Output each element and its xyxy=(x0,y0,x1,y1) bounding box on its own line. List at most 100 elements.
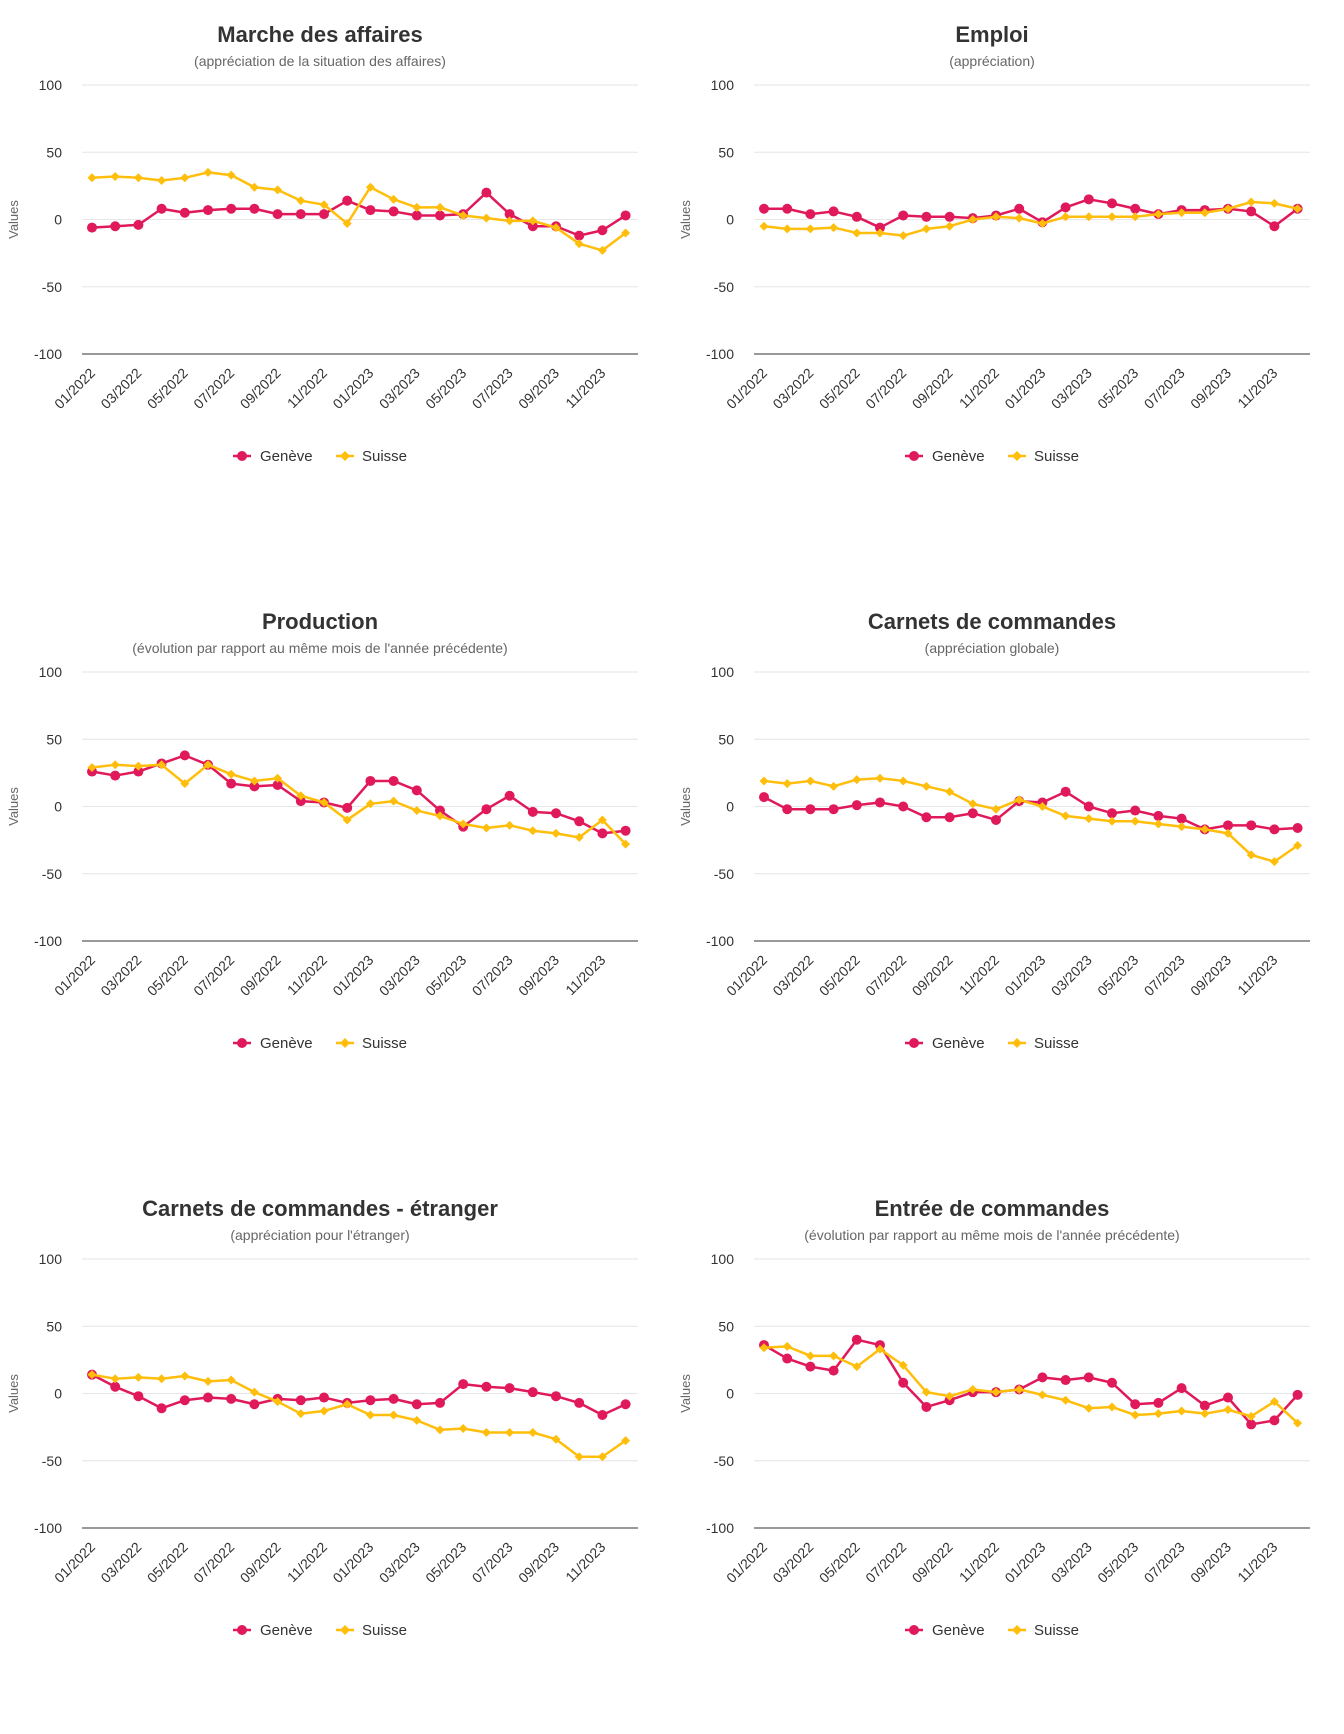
data-point[interactable] xyxy=(1153,209,1163,219)
data-point[interactable] xyxy=(551,1434,561,1444)
data-point[interactable] xyxy=(411,785,422,796)
data-point[interactable] xyxy=(528,1428,538,1438)
data-point[interactable] xyxy=(295,1395,306,1406)
data-point[interactable] xyxy=(458,210,468,220)
data-point[interactable] xyxy=(527,221,538,232)
data-point[interactable] xyxy=(87,222,97,233)
data-point[interactable] xyxy=(342,802,353,813)
legend-label[interactable]: Genève xyxy=(260,448,313,465)
data-point[interactable] xyxy=(388,775,399,786)
data-point[interactable] xyxy=(597,828,608,839)
legend-label[interactable]: Suisse xyxy=(362,448,407,465)
data-point[interactable] xyxy=(1223,820,1233,831)
data-point[interactable] xyxy=(551,1391,561,1402)
data-point[interactable] xyxy=(852,1362,862,1372)
data-point[interactable] xyxy=(782,779,792,789)
data-point[interactable] xyxy=(851,1334,862,1345)
data-point[interactable] xyxy=(157,1374,167,1384)
data-point[interactable] xyxy=(551,828,561,838)
data-point[interactable] xyxy=(1037,219,1047,229)
data-point[interactable] xyxy=(898,776,908,786)
data-point[interactable] xyxy=(365,799,375,809)
data-point[interactable] xyxy=(898,231,908,241)
data-point[interactable] xyxy=(1107,212,1117,222)
data-point[interactable] xyxy=(597,245,607,255)
data-point[interactable] xyxy=(319,1392,329,1403)
data-point[interactable] xyxy=(505,1428,515,1438)
data-point[interactable] xyxy=(365,1410,375,1420)
data-point[interactable] xyxy=(1084,814,1094,824)
data-point[interactable] xyxy=(1060,786,1071,797)
data-point[interactable] xyxy=(782,224,792,234)
data-point[interactable] xyxy=(620,1399,631,1410)
data-point[interactable] xyxy=(597,1452,607,1462)
legend-label[interactable]: Genève xyxy=(932,1035,985,1052)
data-point[interactable] xyxy=(551,223,561,233)
data-point[interactable] xyxy=(875,228,885,238)
data-point[interactable] xyxy=(389,796,399,806)
data-point[interactable] xyxy=(1293,841,1303,851)
data-point[interactable] xyxy=(319,797,329,807)
data-point[interactable] xyxy=(921,211,932,222)
data-point[interactable] xyxy=(365,182,375,192)
data-point[interactable] xyxy=(574,1397,585,1408)
data-point[interactable] xyxy=(597,815,607,825)
data-point[interactable] xyxy=(1246,820,1257,831)
data-point[interactable] xyxy=(179,750,190,761)
data-point[interactable] xyxy=(110,171,120,181)
data-point[interactable] xyxy=(852,775,862,785)
data-point[interactable] xyxy=(828,804,839,815)
data-point[interactable] xyxy=(574,832,584,842)
data-point[interactable] xyxy=(481,1381,492,1392)
data-point[interactable] xyxy=(1269,198,1279,208)
data-point[interactable] xyxy=(1037,802,1047,811)
data-point[interactable] xyxy=(226,170,236,180)
data-point[interactable] xyxy=(1199,1400,1210,1411)
data-point[interactable] xyxy=(968,799,978,809)
data-point[interactable] xyxy=(412,1415,422,1425)
data-point[interactable] xyxy=(1107,1377,1117,1388)
data-point[interactable] xyxy=(110,1381,121,1392)
data-point[interactable] xyxy=(991,814,1001,825)
data-point[interactable] xyxy=(504,209,515,220)
data-point[interactable] xyxy=(1200,1409,1210,1419)
data-point[interactable] xyxy=(87,173,97,183)
data-point[interactable] xyxy=(621,1436,631,1446)
data-point[interactable] xyxy=(273,773,283,783)
data-point[interactable] xyxy=(945,221,955,231)
data-point[interactable] xyxy=(597,1410,608,1421)
data-point[interactable] xyxy=(1292,1389,1303,1400)
data-point[interactable] xyxy=(1060,202,1071,213)
data-point[interactable] xyxy=(1153,819,1163,829)
data-point[interactable] xyxy=(1130,805,1141,816)
data-point[interactable] xyxy=(504,1383,515,1394)
data-point[interactable] xyxy=(1061,212,1071,222)
data-point[interactable] xyxy=(1130,212,1140,222)
data-point[interactable] xyxy=(1107,1402,1117,1412)
data-point[interactable] xyxy=(412,806,422,816)
data-point[interactable] xyxy=(620,210,631,221)
data-point[interactable] xyxy=(365,775,376,786)
data-point[interactable] xyxy=(782,1341,792,1351)
data-point[interactable] xyxy=(1153,1409,1163,1419)
data-point[interactable] xyxy=(829,223,839,233)
data-point[interactable] xyxy=(851,800,862,811)
data-point[interactable] xyxy=(991,212,1001,222)
data-point[interactable] xyxy=(527,1387,538,1398)
data-point[interactable] xyxy=(1014,795,1024,805)
data-point[interactable] xyxy=(157,760,167,770)
data-point[interactable] xyxy=(133,766,144,777)
data-point[interactable] xyxy=(110,760,120,770)
data-point[interactable] xyxy=(179,1395,190,1406)
data-point[interactable] xyxy=(157,175,167,185)
data-point[interactable] xyxy=(180,173,190,183)
data-point[interactable] xyxy=(296,1409,306,1419)
data-point[interactable] xyxy=(1246,206,1257,217)
data-point[interactable] xyxy=(759,776,769,786)
data-point[interactable] xyxy=(319,200,329,210)
legend-label[interactable]: Suisse xyxy=(1034,448,1079,465)
data-point[interactable] xyxy=(1269,857,1279,867)
data-point[interactable] xyxy=(435,811,445,821)
data-point[interactable] xyxy=(828,206,839,217)
data-point[interactable] xyxy=(156,203,167,214)
